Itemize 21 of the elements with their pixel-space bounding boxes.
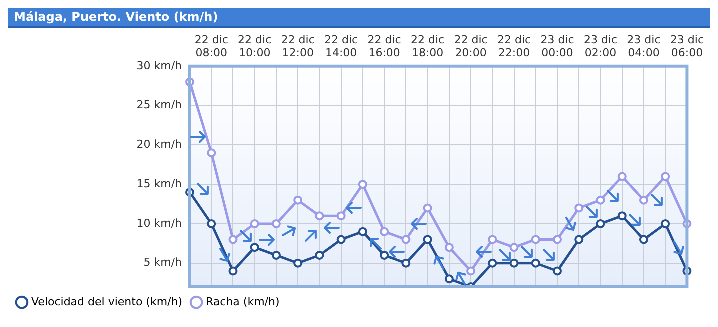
y-tick-label: 30 km/h — [136, 59, 182, 72]
x-tick-label: 23 dic 02:00 — [584, 33, 618, 60]
x-tick-label: 22 dic 22:00 — [497, 33, 532, 60]
y-tick-label: 10 km/h — [136, 216, 182, 230]
x-tick-label: 23 dic 00:00 — [540, 33, 574, 60]
y-tick-label: 20 km/h — [136, 138, 182, 152]
x-tick-label: 22 dic 08:00 — [194, 33, 228, 60]
x-tick-label: 22 dic 12:00 — [281, 33, 315, 60]
y-tick-label: 15 km/h — [136, 177, 182, 190]
x-tick-label: 22 dic 10:00 — [238, 33, 272, 60]
x-tick-label: 23 dic 06:00 — [670, 33, 704, 60]
chart-title: Málaga, Puerto. Viento (km/h) — [8, 8, 710, 28]
x-tick-label: 22 dic 16:00 — [368, 33, 402, 60]
legend-label: Velocidad del viento (km/h) — [32, 295, 183, 308]
legend-label: Racha (km/h) — [206, 295, 280, 308]
x-tick-label: 22 dic 20:00 — [454, 33, 488, 60]
y-tick-label: 5 km/h — [144, 256, 182, 270]
x-tick-label: 23 dic 04:00 — [627, 33, 661, 60]
x-tick-label: 22 dic 14:00 — [324, 33, 358, 60]
x-tick-label: 22 dic 18:00 — [411, 33, 445, 60]
y-tick-label: 25 km/h — [136, 98, 182, 112]
